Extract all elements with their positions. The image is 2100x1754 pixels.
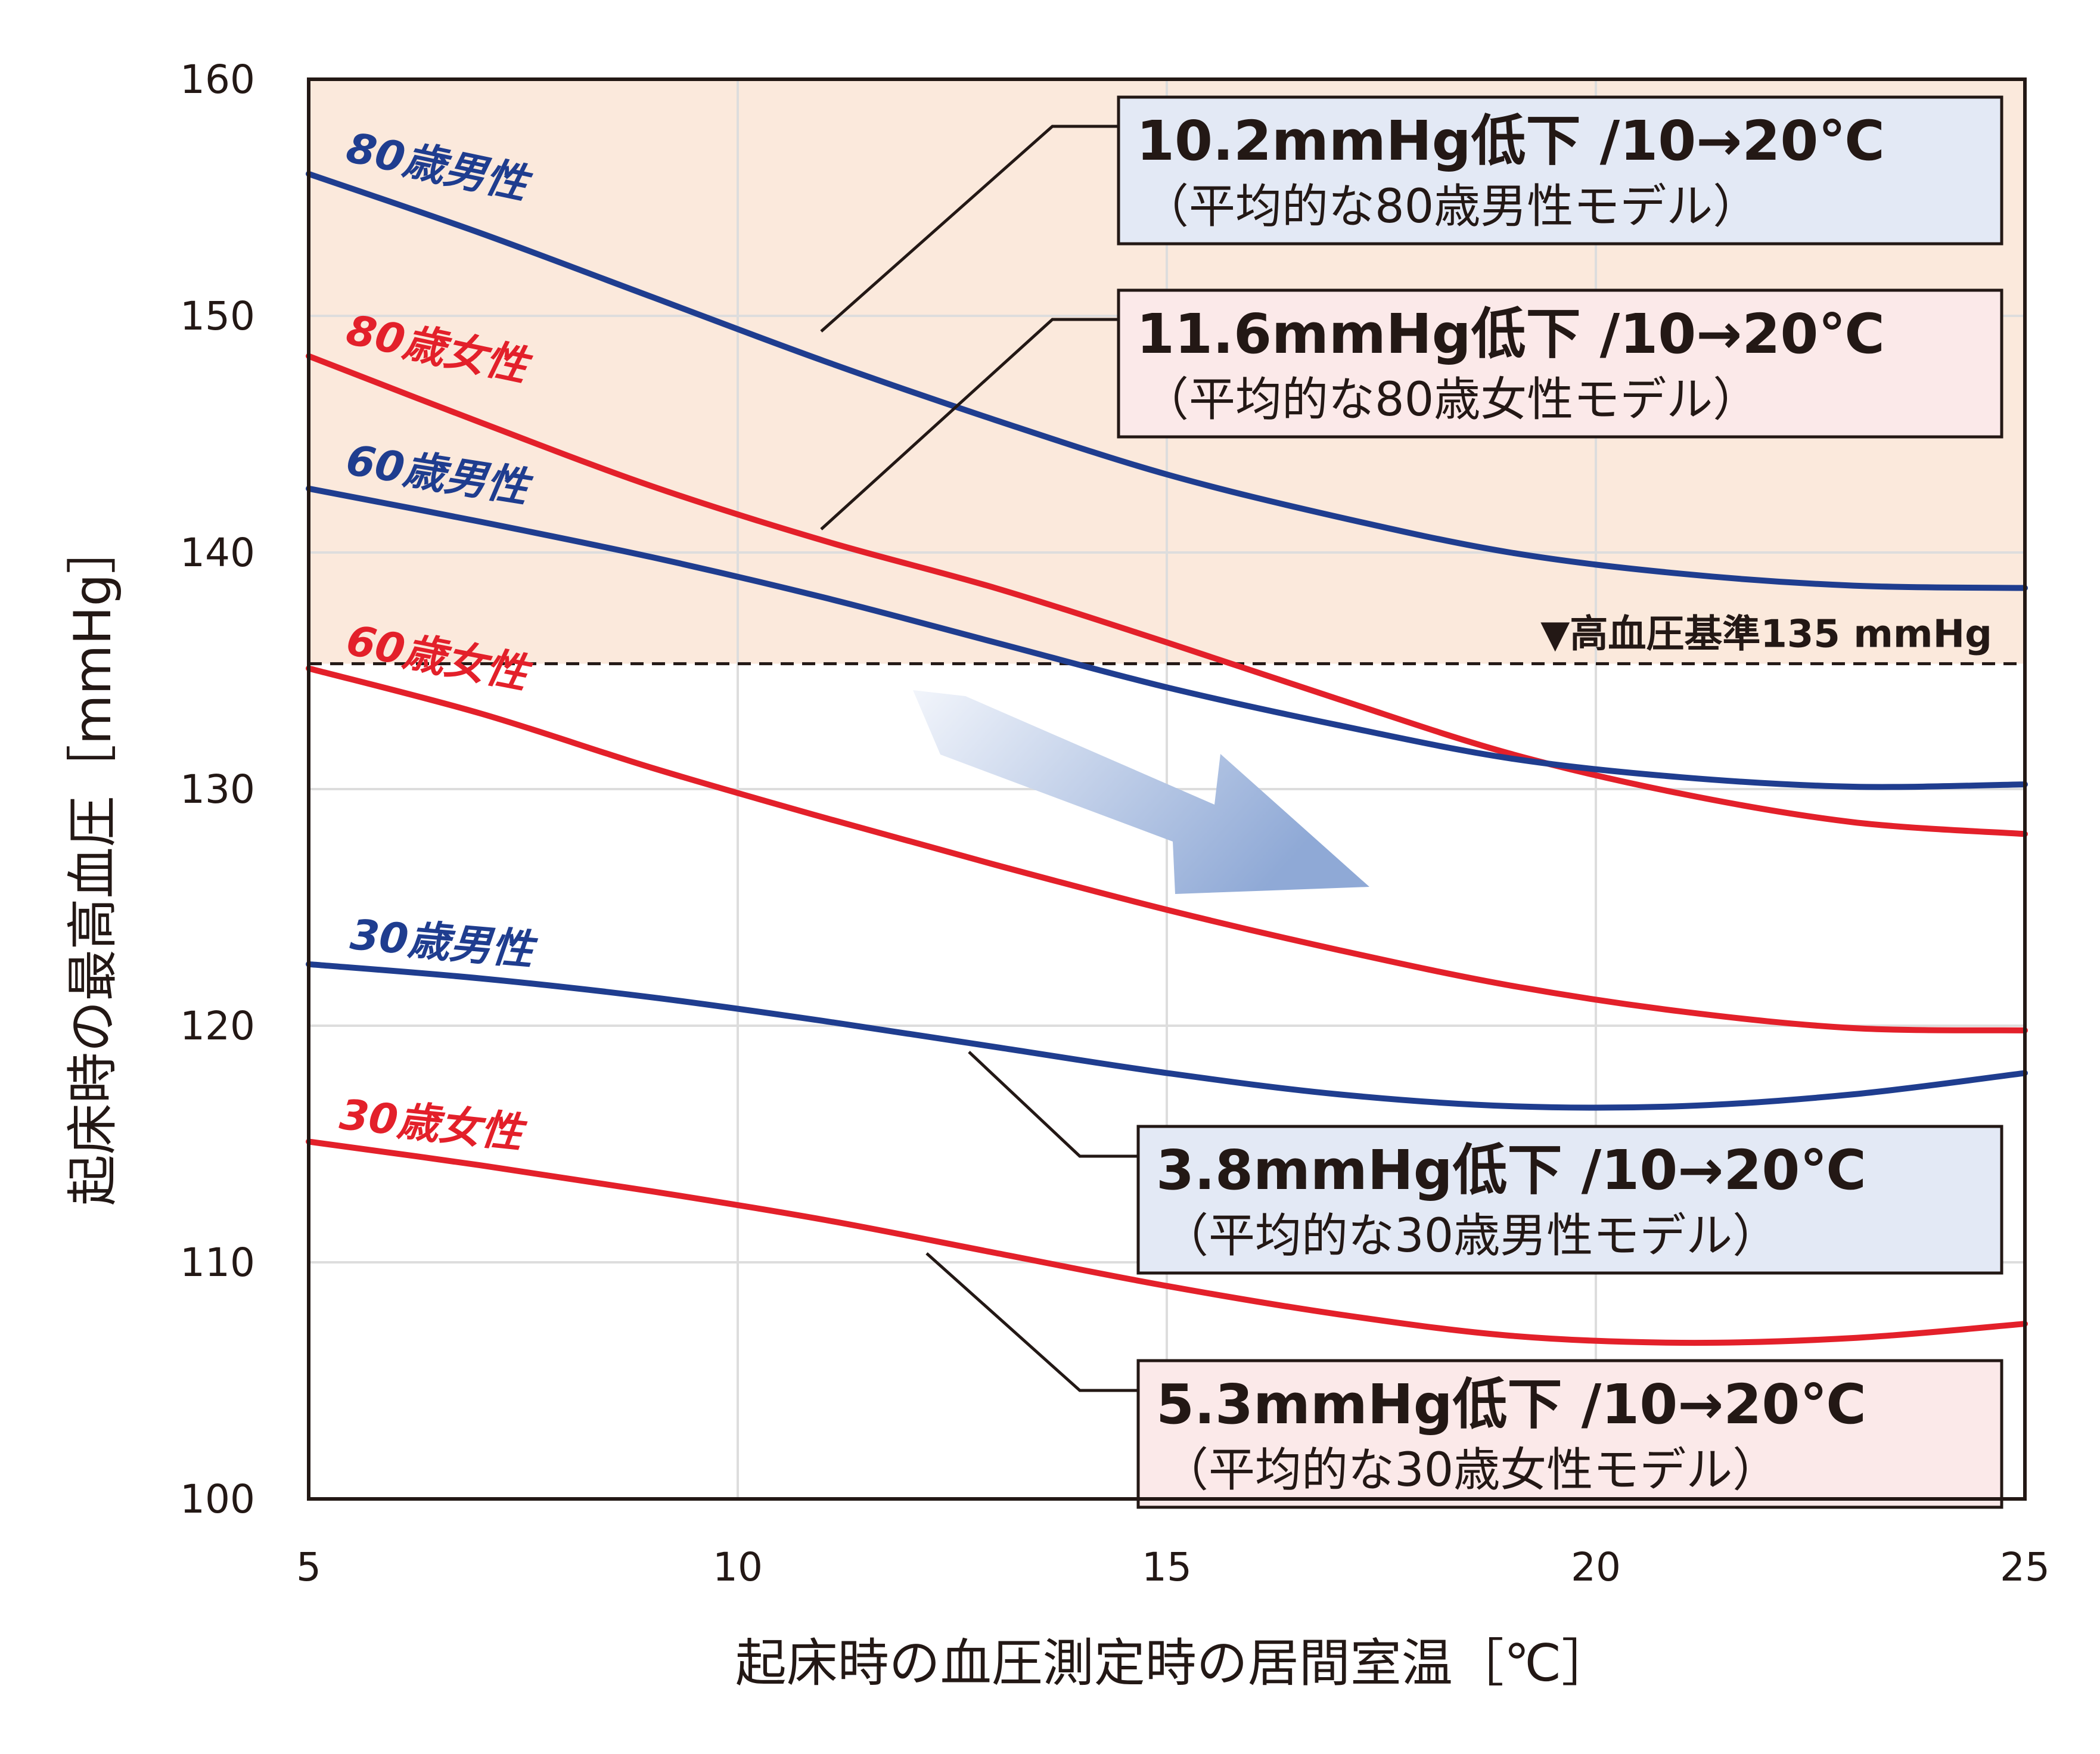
annotation-main-text: 3.8mmHg低下 /10→20℃ <box>1156 1138 1866 1202</box>
annotation-sub-text: （平均的な30歳女性モデル） <box>1162 1443 1779 1497</box>
x-axis-title: 起床時の血圧測定時の居間室温［℃］ <box>735 1634 1613 1693</box>
annotation-boxes: 10.2mmHg低下 /10→20℃ （平均的な80歳男性モデル） 11.6mmHg… <box>1117 95 2003 1509</box>
annotation-leader <box>820 318 1119 530</box>
trend-arrow <box>913 690 1369 894</box>
series-line <box>306 485 2028 790</box>
annotation-leader <box>925 1252 1138 1392</box>
reference-line-group: ▼高血圧基準135 mmHg <box>309 613 2025 666</box>
annotation-leader <box>820 125 1119 333</box>
y-axis-title: 起床時の最高血圧［mmHg］ <box>63 523 123 1206</box>
y-tick-label: 100 <box>180 1476 255 1522</box>
plot-border <box>307 77 2027 1501</box>
annotation-main-text: 10.2mmHg低下 /10→20℃ <box>1136 109 1885 173</box>
annotation-box <box>1136 1125 2003 1275</box>
series-line <box>306 170 2028 591</box>
series-lines <box>306 170 2028 1346</box>
series-line <box>306 665 2028 1033</box>
x-tick-label: 5 <box>296 1544 321 1590</box>
annotation-sub-text: （平均的な80歳男性モデル） <box>1142 180 1759 234</box>
plot-frame <box>307 77 2027 1501</box>
annotation-main-text: 11.6mmHg低下 /10→20℃ <box>1136 302 1885 366</box>
x-tick-label: 25 <box>2000 1544 2050 1590</box>
reference-line-label: ▼高血圧基準135 mmHg <box>1540 613 1992 657</box>
annotation-sub-text: （平均的な30歳男性モデル） <box>1162 1209 1779 1263</box>
series-line <box>306 961 2028 1111</box>
y-tick-label: 130 <box>180 766 255 812</box>
y-tick-label: 120 <box>180 1003 255 1049</box>
annotation-box <box>1117 95 2003 246</box>
x-tick-label: 10 <box>713 1544 763 1590</box>
annotation-leader-lines <box>820 125 1138 1392</box>
annotation-box <box>1117 288 2003 439</box>
annotation-sub-text: （平均的な80歳女性モデル） <box>1142 373 1759 427</box>
series-line <box>306 1138 2028 1346</box>
x-tick-label: 15 <box>1142 1544 1192 1590</box>
trend-arrow-shape <box>913 690 1369 894</box>
series-line <box>306 353 2028 837</box>
y-tick-label: 110 <box>180 1240 255 1286</box>
annotation-leader <box>968 1051 1138 1158</box>
annotation-box <box>1136 1359 2003 1509</box>
annotation-main-text: 5.3mmHg低下 /10→20℃ <box>1156 1373 1866 1436</box>
axis-titles: 起床時の血圧測定時の居間室温［℃］ 起床時の最高血圧［mmHg］ <box>63 523 1613 1693</box>
tick-labels: 5 10 15 20 25 100 110 120 130 140 150 160 <box>180 57 2050 1590</box>
y-tick-label: 140 <box>180 530 255 576</box>
x-tick-label: 20 <box>1571 1544 1621 1590</box>
y-tick-label: 150 <box>180 293 255 339</box>
y-tick-label: 160 <box>180 57 255 103</box>
